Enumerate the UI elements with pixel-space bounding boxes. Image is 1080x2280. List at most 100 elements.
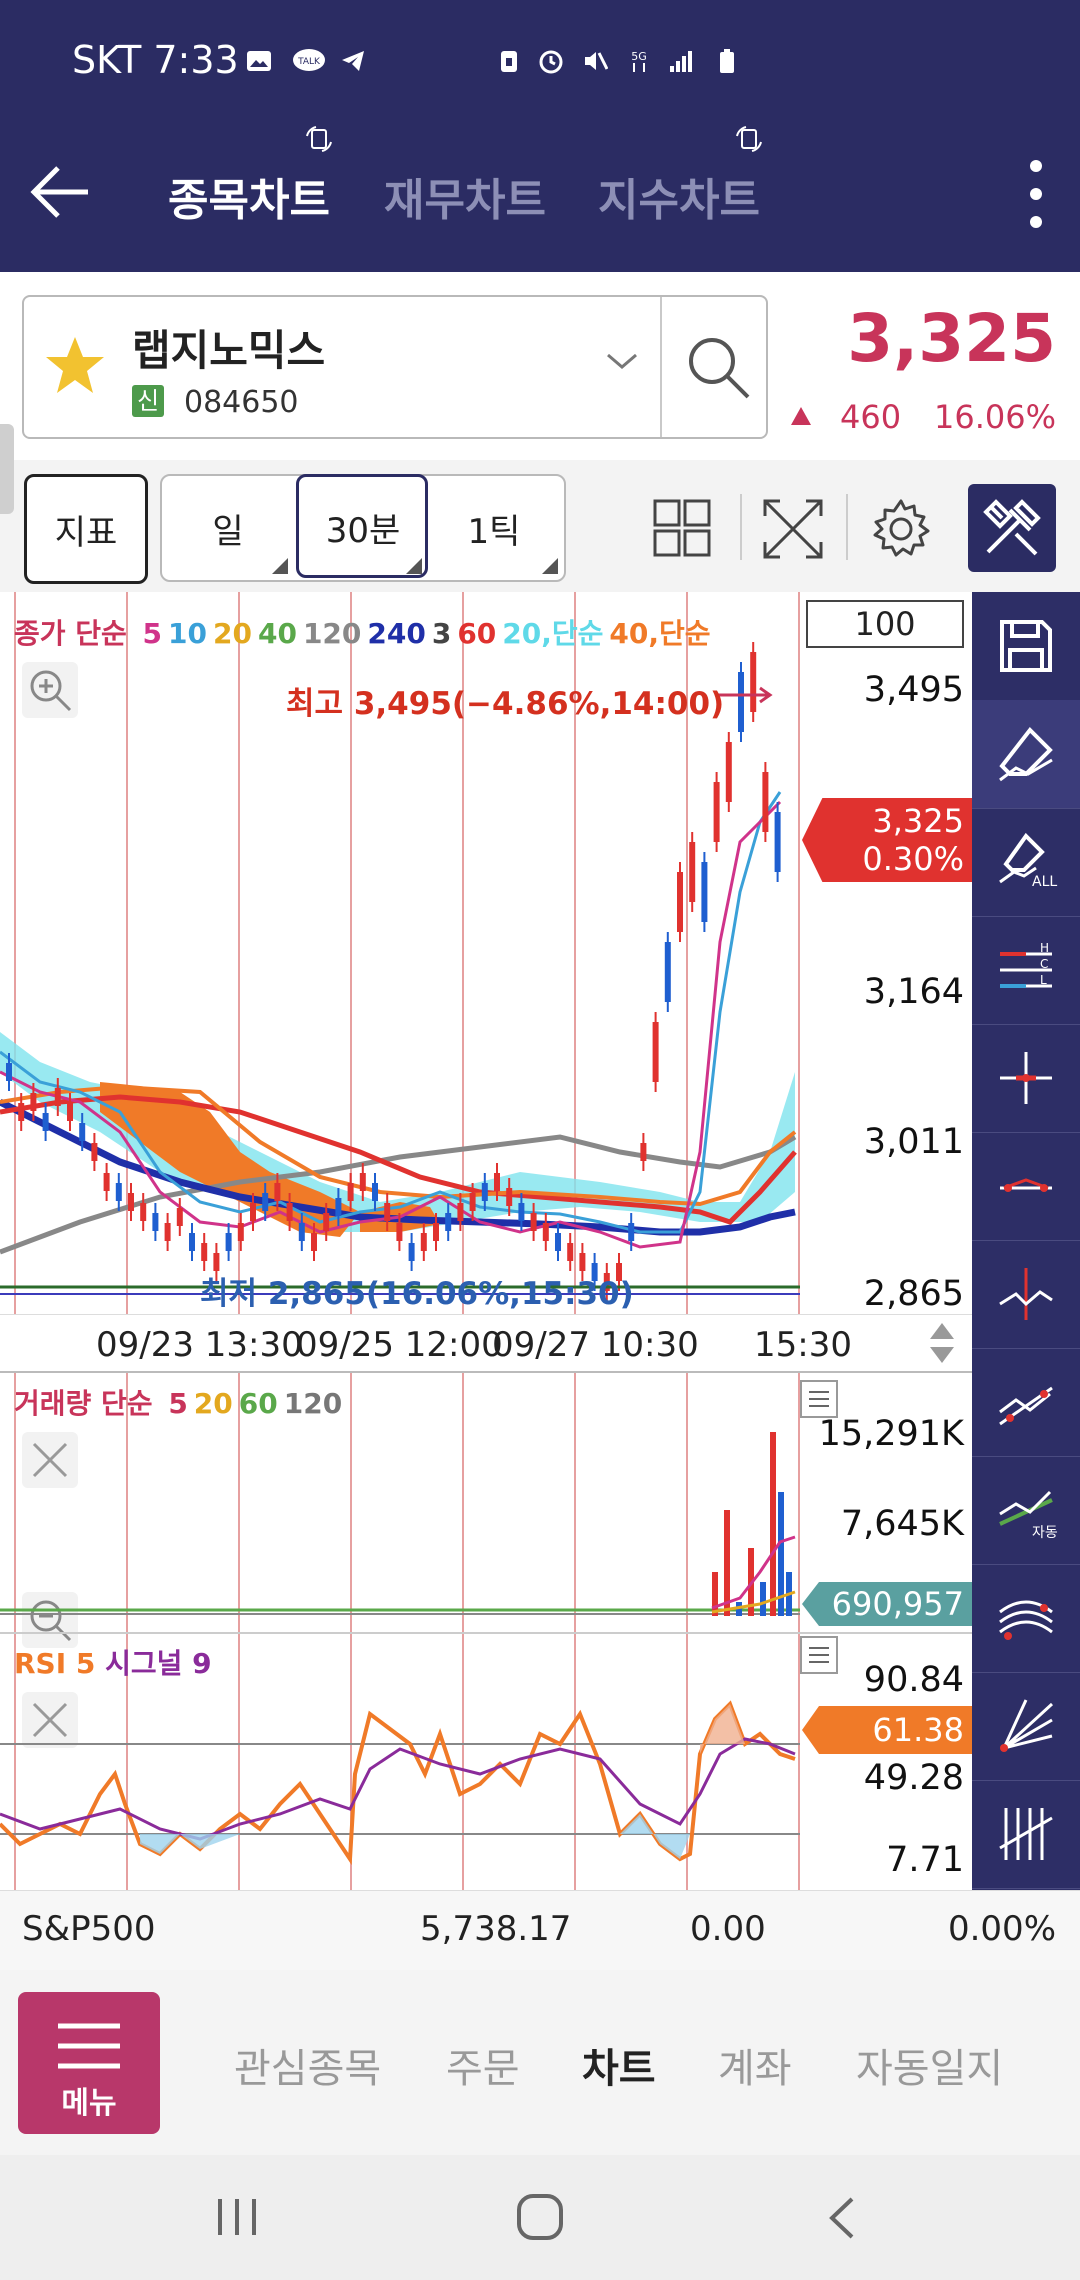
x-tick: 09/23 13:30 <box>96 1325 303 1365</box>
price-chart <box>0 642 800 1301</box>
tool-vertical-line[interactable] <box>972 1240 1080 1349</box>
new-listing-badge: 신 <box>132 385 164 417</box>
back-icon[interactable] <box>826 2195 856 2241</box>
drawing-toolstrip: ALL H C L 자동 <box>972 592 1080 1890</box>
rsi-legend: RSI 5 시그널 9 <box>14 1647 212 1680</box>
battery-icon <box>720 49 734 73</box>
x-tick: 15:30 <box>754 1325 852 1365</box>
scroll-updown-icon[interactable] <box>928 1321 956 1365</box>
home-icon[interactable] <box>516 2193 564 2241</box>
zoom-out-icon[interactable] <box>22 1592 78 1648</box>
low-annotation: 최저 2,865(16.06%,15:30) <box>200 1276 634 1312</box>
legend-item: 40,단순 <box>609 617 711 650</box>
y-tick: 3,164 <box>863 972 964 1012</box>
tab-financial-chart[interactable]: 재무차트 <box>384 175 546 226</box>
nav-account[interactable]: 계좌 <box>718 2046 792 2092</box>
zoom-in-icon[interactable] <box>22 662 78 718</box>
tab-index-chart[interactable]: 지수차트 <box>598 175 760 226</box>
legend-item: 40 <box>257 617 297 650</box>
rsi-y-tick: 90.84 <box>863 1660 964 1700</box>
close-pane-icon[interactable] <box>22 1432 78 1488</box>
current-price-label: 3,325 0.30% <box>802 798 972 882</box>
legend-item: 60 <box>238 1387 278 1420</box>
close-pane-icon[interactable] <box>22 1692 78 1748</box>
period-tick[interactable]: 1틱 <box>467 512 521 552</box>
alarm-icon <box>539 50 563 74</box>
trend-line-icon <box>999 1386 1053 1426</box>
auto-trend-icon <box>999 1490 1053 1526</box>
rsi-y-tick: 7.71 <box>886 1840 964 1880</box>
tool-eraser-all[interactable]: ALL <box>972 808 1080 917</box>
pane-menu-icon[interactable] <box>800 1380 838 1418</box>
eraser-all-icon <box>999 832 1045 884</box>
eraser-icon <box>999 726 1053 782</box>
rsi-y-tick: 49.28 <box>863 1758 964 1798</box>
grid-layout-icon[interactable] <box>652 498 712 558</box>
status-time: SKT 7:33 <box>72 38 239 82</box>
tool-arc-lines[interactable] <box>972 1564 1080 1673</box>
y-tick-high: 3,495 <box>863 670 964 710</box>
pane-menu-icon[interactable] <box>800 1636 838 1674</box>
tool-horizontal-line[interactable] <box>972 1132 1080 1241</box>
kakaotalk-icon: TALK <box>293 49 325 71</box>
favorite-star-icon[interactable] <box>44 335 106 395</box>
stock-selector[interactable]: 랩지노믹스 신 084650 <box>22 295 768 439</box>
system-navigation-bar <box>0 2155 1080 2280</box>
mute-icon <box>585 52 608 70</box>
lock-battery-icon <box>501 51 517 72</box>
fullscreen-icon[interactable] <box>762 498 824 560</box>
stock-code: 084650 <box>184 385 299 420</box>
x-tick: 09/27 10:30 <box>492 1325 699 1365</box>
tool-eraser[interactable] <box>972 700 1080 809</box>
index-ticker-bar[interactable]: S&P500 5,738.17 0.00 0.00% <box>0 1890 1080 1971</box>
period-30min-selected[interactable]: 30분 <box>296 474 428 578</box>
svg-text:H: H <box>1040 941 1049 955</box>
recent-apps-icon[interactable] <box>214 2197 260 2237</box>
tool-save[interactable] <box>972 592 1080 701</box>
indicator-button[interactable]: 지표 <box>24 474 148 584</box>
chevron-down-icon[interactable] <box>604 349 640 373</box>
tool-trend-line[interactable] <box>972 1348 1080 1457</box>
tools-icon <box>983 499 1041 556</box>
tool-fan-lines[interactable] <box>972 1672 1080 1781</box>
side-handle[interactable] <box>0 424 14 514</box>
vertical-line-icon <box>999 1268 1053 1320</box>
drawing-tools-button[interactable] <box>968 484 1056 572</box>
legend-item: 60 <box>457 617 497 650</box>
tab-stock-chart[interactable]: 종목차트 <box>168 175 330 226</box>
rsi-lines <box>0 1700 800 1866</box>
volume-pane: 거래량 단순 5 20 60 120 15,291K 7,645K 690,957 <box>0 1372 972 1632</box>
menu-button[interactable]: 메뉴 <box>18 1992 160 2134</box>
chart-area[interactable]: 종가 단순 5 10 20 40 120 240 3 60 20,단순 40,단순 100 최고 … <box>0 592 972 1890</box>
nav-watchlist[interactable]: 관심종목 <box>234 2046 382 2092</box>
volume-bars <box>0 1432 800 1616</box>
tool-vertical-lines[interactable] <box>972 1780 1080 1889</box>
y-tick: 3,011 <box>863 1122 964 1162</box>
tool-auto-trend[interactable]: 자동 <box>972 1456 1080 1565</box>
svg-text:5G: 5G <box>631 50 647 63</box>
rotate-icon <box>306 126 332 152</box>
more-menu-icon[interactable] <box>1024 156 1048 232</box>
status-bar: SKT 7:33 TALK 5G <box>0 0 1080 120</box>
index-name: S&P500 <box>22 1909 156 1949</box>
svg-text:TALK: TALK <box>297 57 321 67</box>
back-arrow-icon[interactable] <box>28 160 92 224</box>
nav-chart[interactable]: 차트 <box>582 2046 656 2092</box>
nav-auto-journal[interactable]: 자동일지 <box>856 2046 1004 2092</box>
save-icon <box>1000 620 1052 672</box>
nav-order[interactable]: 주문 <box>446 2046 520 2092</box>
settings-gear-icon[interactable] <box>870 498 932 560</box>
signal-icon <box>670 51 692 72</box>
period-day[interactable]: 일 <box>212 512 244 552</box>
search-icon[interactable] <box>684 333 754 403</box>
legend-item: 20 <box>213 617 252 650</box>
gallery-icon <box>247 51 271 71</box>
telegram-icon <box>342 51 364 71</box>
period-selector: 일 30분 1틱 <box>160 474 566 582</box>
volume-y-tick: 7,645K <box>840 1504 964 1544</box>
legend-item: 120 <box>283 1387 343 1420</box>
tool-crosshair[interactable] <box>972 1024 1080 1133</box>
corner-marker-icon <box>542 558 558 574</box>
period-count-box[interactable]: 100 <box>806 600 964 648</box>
